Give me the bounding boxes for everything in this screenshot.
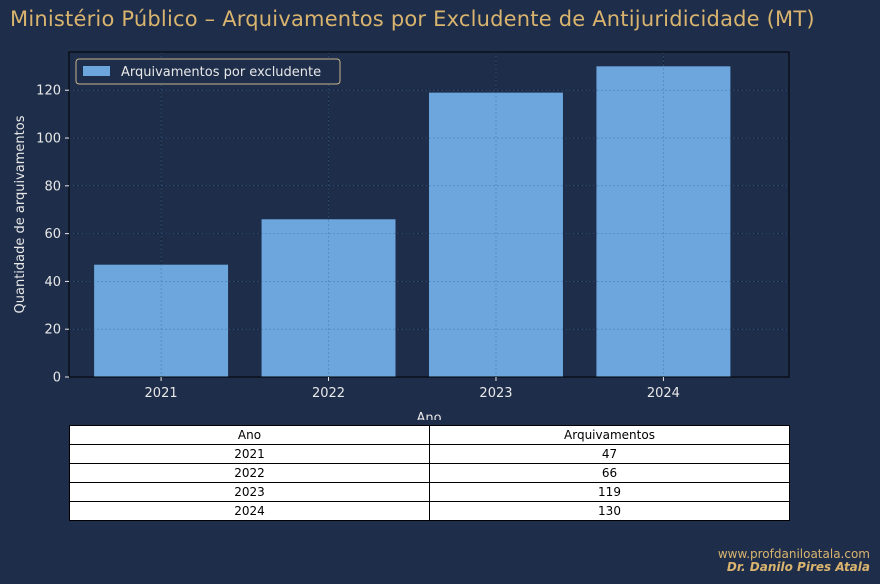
table-header-ano: Ano [69, 425, 430, 445]
legend-label: Arquivamentos por excludente [121, 65, 321, 80]
x-tick-label: 2023 [479, 386, 512, 401]
table-cell-arquivamentos: 66 [429, 463, 790, 483]
y-tick-label: 80 [44, 179, 61, 194]
y-tick-label: 100 [36, 132, 61, 147]
y-tick-label: 60 [44, 227, 61, 242]
credit-url: www.profdaniloatala.com [717, 547, 870, 561]
table-cell-ano: 2022 [69, 463, 430, 483]
credit-block: www.profdaniloatala.com Dr. Danilo Pires… [718, 548, 870, 574]
chart-title: Ministério Público – Arquivamentos por E… [10, 7, 815, 31]
y-tick-label: 20 [44, 323, 61, 338]
bar-chart: 0 20 40 60 80 100 120 2021 2022 2023 2024 Arquivam… [13, 51, 790, 420]
table-cell-arquivamentos: 47 [429, 444, 790, 464]
y-tick-label: 0 [53, 371, 61, 386]
table-row: 2021 47 [69, 444, 790, 464]
table-row: 2022 66 [69, 463, 790, 483]
table-header-arquivamentos: Arquivamentos [429, 425, 790, 445]
table-cell-ano: 2023 [69, 482, 430, 502]
table-header-row: Ano Arquivamentos [69, 425, 790, 445]
table-row: 2023 119 [69, 482, 790, 502]
bar-2023 [429, 92, 563, 377]
legend: Arquivamentos por excludente [75, 58, 341, 85]
x-tick-label: 2021 [145, 386, 178, 401]
axes: 0 20 40 60 80 100 120 2021 2022 2023 2024 [36, 51, 790, 401]
y-axis-label: Quantidade de arquivamentos [13, 115, 28, 313]
credit-author: Dr. Danilo Pires Atala [726, 560, 870, 574]
table-cell-arquivamentos: 130 [429, 501, 790, 521]
data-table: Ano Arquivamentos 2021 47 2022 66 2023 1… [69, 425, 790, 521]
table-cell-ano: 2024 [69, 501, 430, 521]
x-axis-label: Ano [416, 411, 441, 420]
legend-box [75, 58, 341, 85]
x-tick-label: 2022 [312, 386, 345, 401]
x-tick-label: 2024 [647, 386, 680, 401]
table-cell-arquivamentos: 119 [429, 482, 790, 502]
y-tick-label: 40 [44, 275, 61, 290]
table-cell-ano: 2021 [69, 444, 430, 464]
legend-swatch [83, 66, 110, 76]
table-row: 2024 130 [69, 501, 790, 521]
y-tick-label: 120 [36, 84, 61, 99]
plot-frame [68, 51, 790, 378]
